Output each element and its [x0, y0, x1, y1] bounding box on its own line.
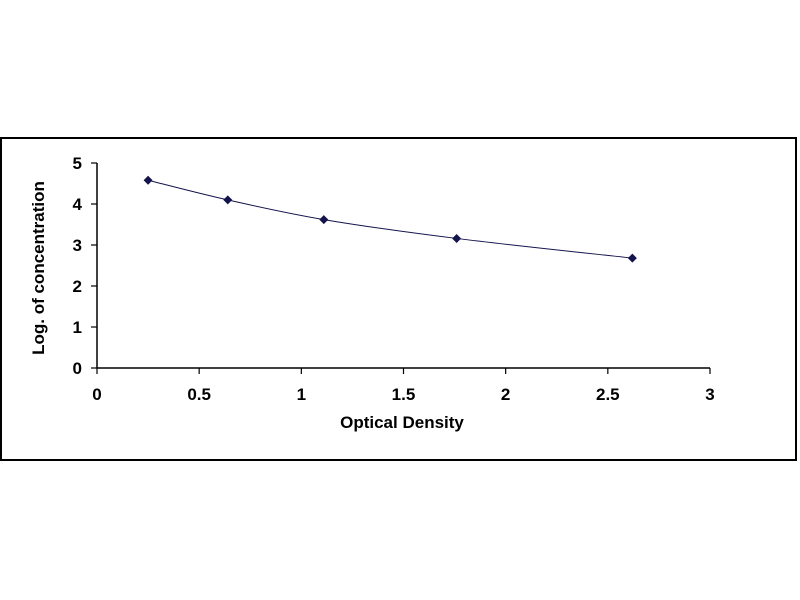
data-point-marker [143, 175, 153, 185]
axes [96, 163, 710, 369]
x-tick-label: 0 [92, 385, 101, 404]
y-ticks: 0 1 2 3 4 5 [73, 154, 97, 378]
data-point-marker [627, 253, 637, 263]
data-point-marker [319, 215, 329, 225]
x-tick-label: 3 [705, 385, 714, 404]
data-markers [143, 175, 637, 263]
chart-frame [0, 137, 797, 461]
y-tick-label: 1 [73, 318, 82, 337]
y-tick-label: 5 [73, 154, 82, 173]
data-point-marker [223, 195, 233, 205]
x-tick-label: 0.5 [187, 385, 211, 404]
x-ticks: 0 0.5 1 1.5 2 2.5 3 [92, 368, 715, 404]
y-axis-title: Log. of concentration [29, 181, 48, 355]
y-tick-label: 3 [73, 236, 82, 255]
y-tick-label: 0 [73, 359, 82, 378]
y-tick-label: 2 [73, 277, 82, 296]
x-tick-label: 1.5 [392, 385, 416, 404]
data-point-marker [452, 233, 462, 243]
fit-curve [147, 179, 633, 259]
x-tick-label: 1 [297, 385, 306, 404]
y-tick-label: 4 [73, 195, 83, 214]
x-tick-label: 2 [501, 385, 510, 404]
x-tick-label: 2.5 [596, 385, 620, 404]
x-axis-title: Optical Density [340, 413, 464, 432]
